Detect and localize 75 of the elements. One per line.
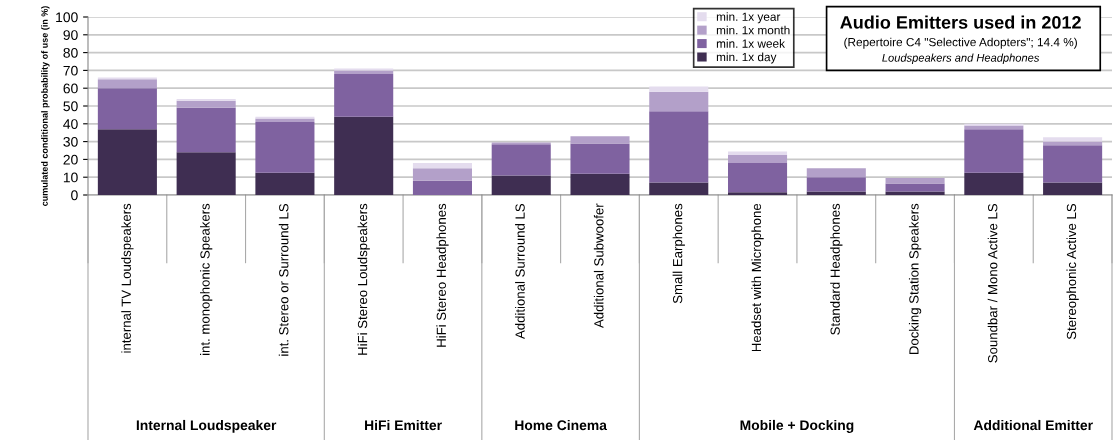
x-tick-label: internal TV Loudspeakers <box>121 203 134 353</box>
bar <box>176 107 236 153</box>
text: Internal Loudspeaker <box>136 419 277 433</box>
bar <box>649 182 709 195</box>
y-tick-label: 80 <box>63 47 78 58</box>
bar <box>412 180 472 195</box>
x-tick-label: Docking Station Speakers <box>908 203 922 355</box>
bar <box>255 122 315 173</box>
bar <box>491 144 551 176</box>
bar <box>1043 182 1103 195</box>
x-tick-label: HiFi Stereo Headphones <box>436 203 449 347</box>
x-tick-label: Stereophonic Active LS <box>1066 203 1079 340</box>
bar <box>728 192 788 195</box>
bar <box>334 116 394 195</box>
text: (Repertoire C4 "Selective Adopters"; 14.4 %) <box>844 37 1077 49</box>
bar <box>412 162 472 169</box>
y-tick-label: 100 <box>56 12 78 23</box>
bar <box>491 175 551 195</box>
bar <box>176 100 236 108</box>
x-tick-label: HiFi Stereo Loudspeakers <box>357 203 370 355</box>
y-tick-label: 10 <box>63 172 78 183</box>
bar <box>806 177 866 192</box>
y-tick-label: 20 <box>63 154 78 165</box>
bar <box>570 143 630 174</box>
text: Mobile + Docking <box>740 419 854 433</box>
x-tick-label: Additional Subwoofer <box>593 203 604 328</box>
bar <box>97 88 157 130</box>
bar <box>334 73 394 117</box>
y-tick-label: 60 <box>63 83 78 94</box>
x-tick-label: Headset with Microphone <box>751 203 764 352</box>
bar <box>806 168 866 178</box>
bar <box>806 191 866 195</box>
bar <box>412 168 472 181</box>
bar <box>97 79 157 89</box>
bar <box>255 118 315 123</box>
y-tick-label: 30 <box>63 136 78 147</box>
legend-label: min. 1x year <box>716 12 781 24</box>
x-tick-label: Standard Headphones <box>830 203 843 335</box>
bar <box>964 129 1024 173</box>
y-tick-label: 0 <box>71 190 78 201</box>
text: Home Cinema <box>515 419 608 431</box>
bar <box>964 172 1024 195</box>
x-tick-label: int. monophonic Speakers <box>200 203 213 355</box>
bar <box>570 136 630 144</box>
bar <box>728 162 788 193</box>
bar <box>649 111 709 183</box>
legend-label: min. 1x month <box>716 25 790 35</box>
annotation: Loudspeakers and Headphones <box>882 53 1040 64</box>
bar <box>1043 137 1103 142</box>
bar <box>885 191 945 195</box>
legend-label: min. 1x day <box>716 52 777 64</box>
bar <box>649 91 709 112</box>
chart-title: Audio Emitters used in 2012 <box>840 15 1081 29</box>
bar <box>255 172 315 195</box>
bar <box>1043 145 1103 183</box>
legend-label: min. 1x week <box>716 39 786 48</box>
x-tick-label: Small Earphones <box>672 203 685 304</box>
bar <box>97 129 157 195</box>
bar <box>728 154 788 163</box>
text: Additional Emitter <box>973 419 1093 431</box>
y-axis-title: cumulated conditional probability of use (in %) <box>41 6 50 206</box>
text: HiFi Emitter <box>365 419 442 431</box>
y-tick-label: 90 <box>63 30 78 40</box>
bar <box>570 173 630 195</box>
bar <box>728 151 788 155</box>
x-tick-label: int. Stereo or Surround LS <box>278 203 289 356</box>
x-tick-label: Soundbar / Mono Active LS <box>987 203 998 363</box>
x-tick-label: Additional Surround LS <box>515 203 525 339</box>
bar <box>885 178 945 184</box>
bar <box>176 152 236 195</box>
bar <box>649 86 709 92</box>
y-tick-label: 50 <box>63 101 78 112</box>
y-tick-label: 70 <box>63 65 78 76</box>
bar <box>885 183 945 192</box>
y-tick-label: 40 <box>63 119 78 129</box>
